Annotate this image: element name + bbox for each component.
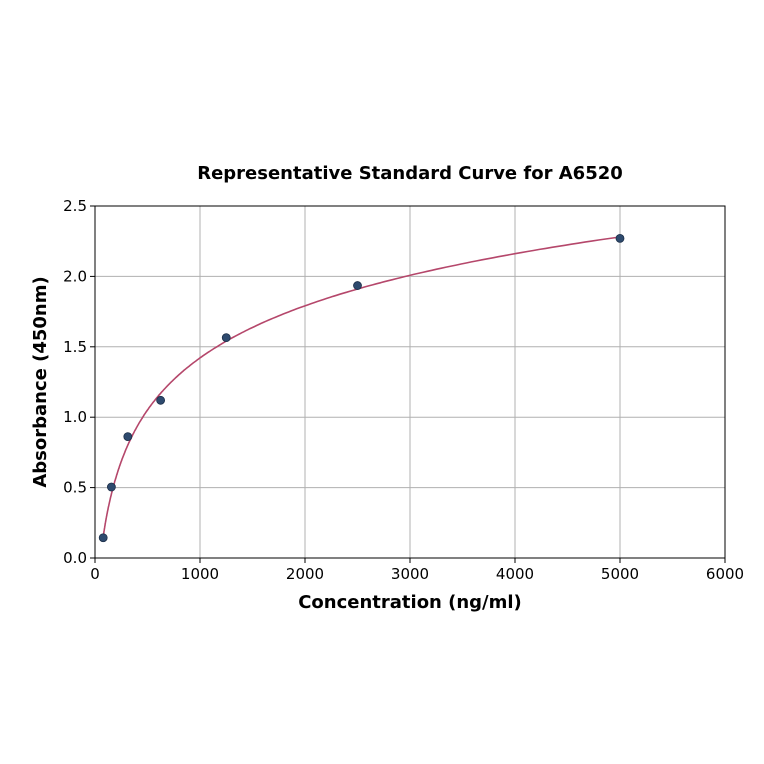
y-tick-label: 0.5 [63, 479, 87, 497]
y-tick-label: 2.0 [63, 267, 87, 285]
y-tick-label: 2.5 [63, 197, 87, 215]
y-tick-label: 0.0 [63, 549, 87, 567]
x-tick-label: 6000 [706, 565, 744, 583]
y-tick-label: 1.5 [63, 338, 87, 356]
x-tick-label: 0 [90, 565, 100, 583]
data-point [221, 333, 231, 343]
data-point [156, 395, 166, 405]
x-tick-label: 1000 [181, 565, 219, 583]
data-point [615, 233, 625, 243]
plot-frame [94, 205, 726, 559]
x-tick-label: 2000 [286, 565, 324, 583]
data-point [353, 281, 362, 290]
fit-curve [102, 236, 621, 538]
x-tick-label: 5000 [601, 565, 639, 583]
data-point [98, 533, 108, 543]
data-point [107, 482, 116, 492]
data-point [123, 432, 133, 442]
x-tick-label: 3000 [391, 565, 429, 583]
y-axis-label: Absorbance (450nm) [30, 276, 51, 487]
chart-title: Representative Standard Curve for A6520 [197, 163, 623, 184]
x-tick-label: 4000 [496, 565, 534, 583]
y-tick-label: 1.0 [63, 408, 87, 426]
x-axis-label: Concentration (ng/ml) [298, 592, 522, 613]
